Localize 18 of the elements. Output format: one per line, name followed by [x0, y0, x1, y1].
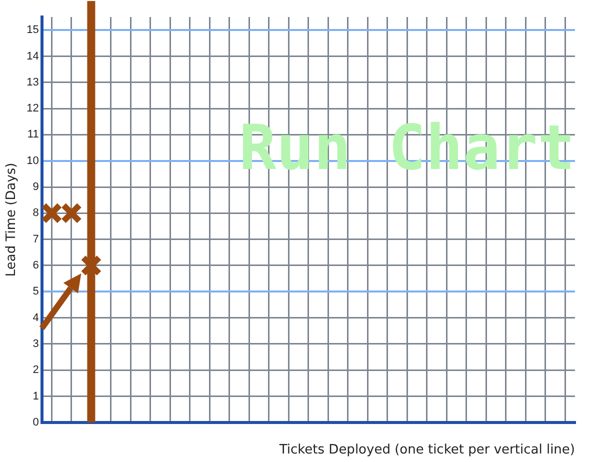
- y-tick-label: 15: [26, 24, 39, 36]
- y-tick-label: 8: [32, 207, 39, 220]
- y-tick-label: 14: [26, 50, 39, 62]
- y-tick-label: 12: [26, 102, 39, 115]
- y-tick-label: 7: [32, 233, 39, 246]
- y-tick-label: 9: [32, 181, 39, 194]
- y-tick-label: 3: [32, 338, 39, 350]
- y-tick-label: 0: [32, 416, 39, 428]
- y-tick-label: 13: [26, 76, 39, 88]
- x-axis-title: Tickets Deployed (one ticket per vertical line): [278, 442, 575, 458]
- y-axis-title: Lead Time (Days): [4, 162, 20, 277]
- y-tick-label: 2: [32, 364, 39, 376]
- y-tick-label: 6: [32, 260, 39, 272]
- y-tick-label: 10: [26, 154, 39, 167]
- y-tick-label: 5: [32, 286, 39, 298]
- y-tick-label: 4: [32, 312, 39, 324]
- y-tick-label: 1: [32, 390, 39, 402]
- y-tick-label: 11: [27, 128, 39, 141]
